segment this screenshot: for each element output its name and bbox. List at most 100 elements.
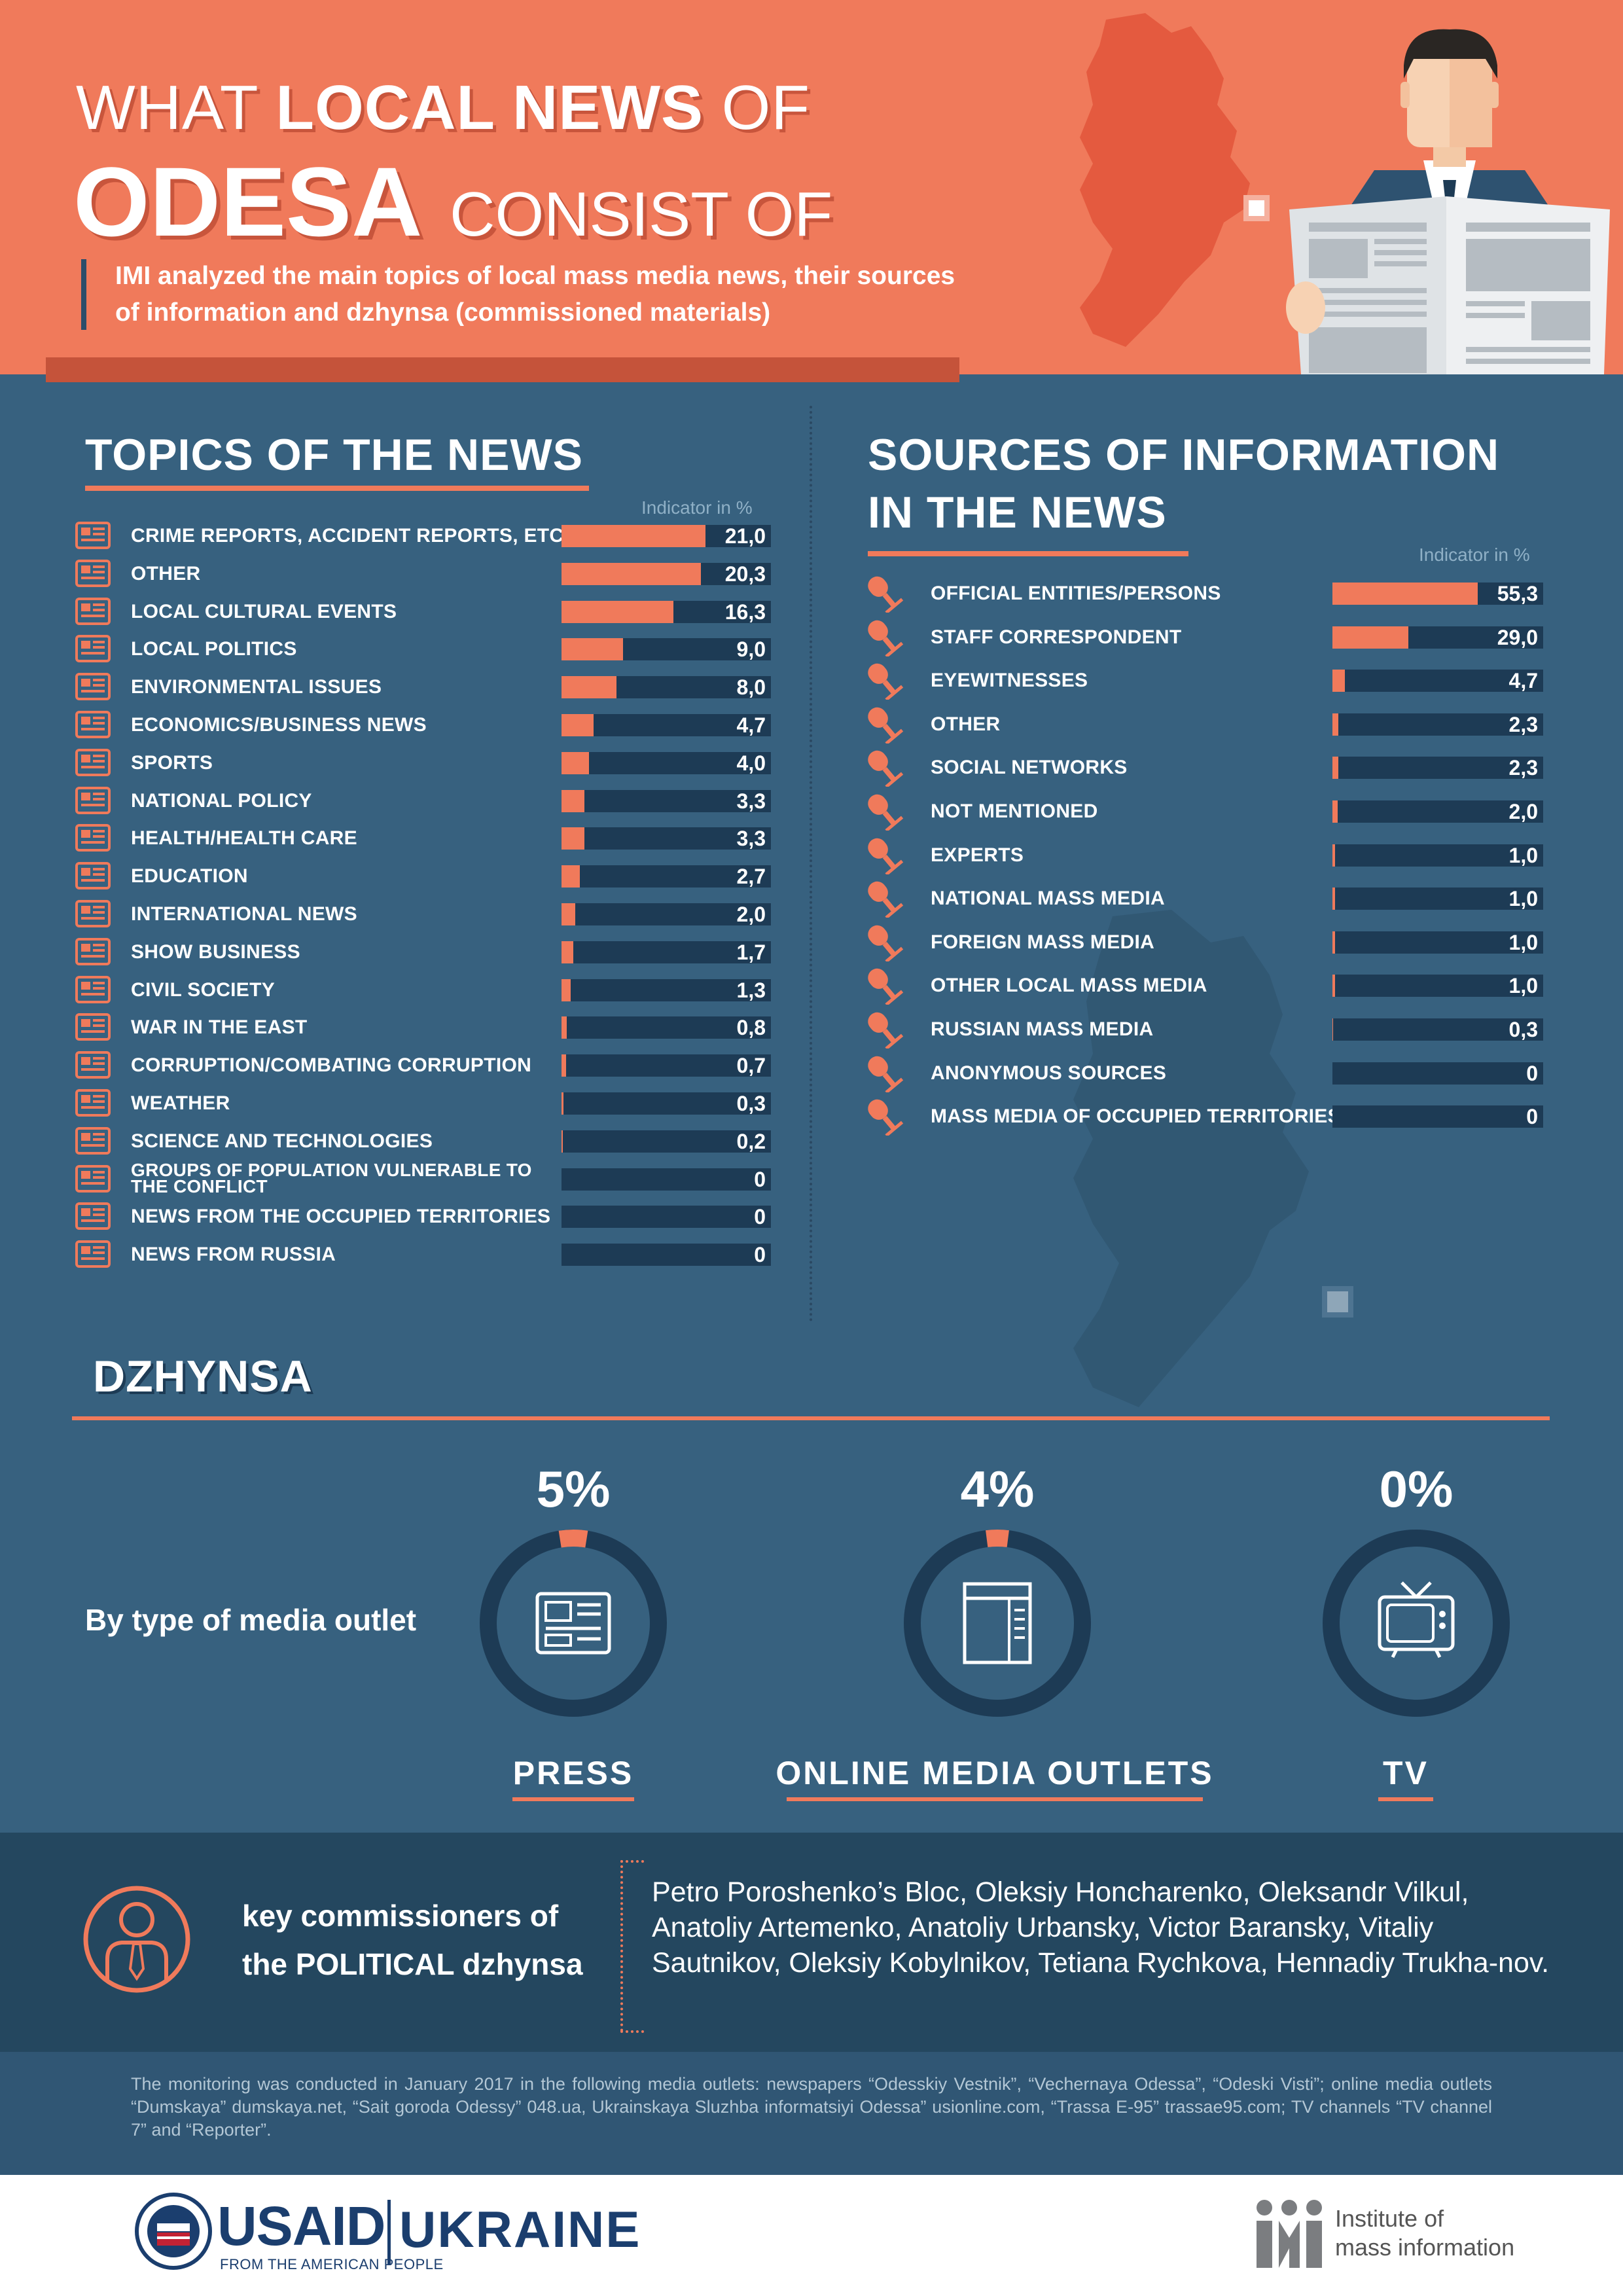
topic-row-bar-track: 3,3 — [562, 789, 771, 812]
newspaper-icon — [75, 1013, 111, 1045]
topic-row-bar-track: 0 — [562, 1168, 771, 1191]
topic-row-value: 20,3 — [724, 562, 766, 586]
outlet-donut-segment — [904, 1530, 1091, 1717]
source-row-label: EXPERTS — [931, 844, 1024, 866]
outlet-percent: 0% — [1379, 1460, 1454, 1518]
topic-row-label: CIVIL SOCIETY — [131, 978, 276, 1001]
topic-row-label: CRIME REPORTS, ACCIDENT REPORTS, ETC. — [131, 525, 570, 547]
source-row: EXPERTS 1,0 — [859, 838, 1543, 876]
microphone-icon — [859, 702, 906, 747]
microphone-icon — [859, 571, 906, 616]
commissioners-label-line2: the POLITICAL dzhynsa — [242, 1947, 583, 1981]
topic-row-label: CORRUPTION/COMBATING CORRUPTION — [131, 1054, 532, 1077]
topic-row: LOCAL CULTURAL EVENTS 16,3 — [75, 597, 771, 625]
imi-name-line1: Institute of — [1335, 2205, 1444, 2232]
source-row-bar-fill — [1332, 757, 1338, 780]
source-row-bar-fill — [1332, 975, 1335, 997]
source-row: NATIONAL MASS MEDIA 1,0 — [859, 881, 1543, 920]
outlet-donut-segment — [480, 1530, 667, 1717]
microphone-icon — [859, 833, 906, 878]
topic-row-label: HEALTH/HEALTH CARE — [131, 827, 357, 850]
source-row-value: 1,0 — [1508, 887, 1538, 911]
source-row: SOCIAL NETWORKS 2,3 — [859, 751, 1543, 789]
topic-row-bar-track: 0,8 — [562, 1016, 771, 1039]
imi-name-line2: mass information — [1335, 2234, 1515, 2261]
microphone-icon — [859, 876, 906, 921]
topic-row-bar-track: 8,0 — [562, 676, 771, 699]
browser-window-icon — [963, 1582, 1032, 1664]
source-row: STAFF CORRESPONDENT 29,0 — [859, 620, 1543, 658]
topic-row: CORRUPTION/COMBATING CORRUPTION 0,7 — [75, 1051, 771, 1079]
source-row: RUSSIAN MASS MEDIA 0,3 — [859, 1012, 1543, 1050]
page-title-line1: WHAT LOCAL NEWS OF — [76, 73, 810, 143]
usaid-wordmark: USAID — [217, 2195, 385, 2257]
source-row-value: 2,0 — [1508, 800, 1538, 823]
source-row-bar-track: 1,0 — [1332, 888, 1543, 910]
topic-row: NEWS FROM THE OCCUPIED TERRITORIES 0 — [75, 1202, 771, 1230]
source-row-label: NOT MENTIONED — [931, 800, 1098, 822]
microphone-icon — [859, 615, 906, 660]
sources-section-title-line1: SOURCES OF INFORMATION — [868, 430, 1500, 480]
topic-row-bar-fill — [562, 978, 571, 1001]
topic-row: GROUPS OF POPULATION VULNERABLE TO THE C… — [75, 1160, 771, 1195]
topics-section-title: TOPICS OF THE NEWS — [85, 430, 584, 480]
dzhynsa-title-underline — [72, 1416, 1550, 1420]
source-row-value: 0 — [1526, 1061, 1538, 1085]
source-row-value: 0,3 — [1508, 1018, 1538, 1041]
topic-row-label: SPORTS — [131, 751, 213, 774]
topic-row: SHOW BUSINESS 1,7 — [75, 937, 771, 965]
microphone-icon — [859, 1007, 906, 1052]
footer: USAID FROM THE AMERICAN PEOPLE UKRAINE I… — [0, 2175, 1623, 2296]
source-row: OFFICIAL ENTITIES/PERSONS 55,3 — [859, 576, 1543, 615]
source-row: FOREIGN MASS MEDIA 1,0 — [859, 925, 1543, 963]
source-row-bar-fill — [1332, 713, 1338, 736]
topic-row-label: LOCAL POLITICS — [131, 638, 297, 660]
topic-row-value: 1,7 — [736, 940, 766, 964]
topic-row-bar-fill — [562, 903, 575, 925]
topics-title-underline — [85, 486, 589, 491]
person-with-tie-icon — [83, 1886, 190, 1993]
topic-row-bar-fill — [562, 676, 616, 699]
microphone-icon — [859, 920, 906, 965]
commissioners-divider-bottom — [620, 2030, 644, 2033]
newspaper-icon — [75, 899, 111, 931]
source-row-label: FOREIGN MASS MEDIA — [931, 931, 1155, 953]
topic-row: CRIME REPORTS, ACCIDENT REPORTS, ETC. 21,… — [75, 522, 771, 549]
topic-row-label: NEWS FROM THE OCCUPIED TERRITORIES — [131, 1206, 551, 1228]
topic-row-bar-track: 0 — [562, 1206, 771, 1229]
sources-title-underline — [868, 551, 1188, 556]
topic-row-label: EDUCATION — [131, 865, 248, 888]
odesa-region-map-icon — [1080, 13, 1250, 347]
source-row-bar-track: 2,0 — [1332, 800, 1543, 823]
newspaper-icon — [75, 786, 111, 818]
newspaper-icon — [75, 861, 111, 893]
dzhynsa-section-title: DZHYNSA — [93, 1352, 313, 1401]
topic-row-bar-track: 0,7 — [562, 1054, 771, 1077]
header-banner: WHAT LOCAL NEWS OF ODESA CONSIST OF IMI … — [0, 0, 1623, 374]
topic-row-label: LOCAL CULTURAL EVENTS — [131, 600, 397, 622]
topic-row-bar-track: 20,3 — [562, 562, 771, 586]
section-divider — [810, 406, 812, 1322]
outlet-donut — [1323, 1530, 1510, 1717]
usaid-tagline: FROM THE AMERICAN PEOPLE — [220, 2256, 444, 2272]
topic-row-label: ENVIRONMENTAL ISSUES — [131, 676, 382, 698]
topic-row-bar-track: 1,3 — [562, 978, 771, 1001]
topic-row-bar-track: 16,3 — [562, 600, 771, 623]
topic-row-bar-fill — [562, 600, 673, 623]
microphone-icon — [859, 658, 906, 703]
source-row-bar-track: 29,0 — [1332, 626, 1543, 649]
source-row-bar-track: 0,3 — [1332, 1018, 1543, 1041]
microphone-icon — [859, 745, 906, 790]
topic-row-bar-fill — [562, 1130, 563, 1153]
topic-row-bar-fill — [562, 714, 594, 736]
topic-row-bar-track: 3,3 — [562, 827, 771, 850]
source-row: OTHER LOCAL MASS MEDIA 1,0 — [859, 969, 1543, 1007]
newspaper-icon — [75, 1164, 111, 1196]
outlet-label: ONLINE MEDIA OUTLETS — [776, 1755, 1214, 1791]
topic-row-bar-fill — [562, 1016, 567, 1039]
outlet-percent: 5% — [536, 1460, 611, 1518]
source-row: NOT MENTIONED 2,0 — [859, 794, 1543, 833]
topic-row-bar-fill — [562, 751, 589, 774]
page-title-line2: ODESA CONSIST OF — [73, 147, 833, 257]
topic-row-value: 2,0 — [736, 903, 766, 926]
